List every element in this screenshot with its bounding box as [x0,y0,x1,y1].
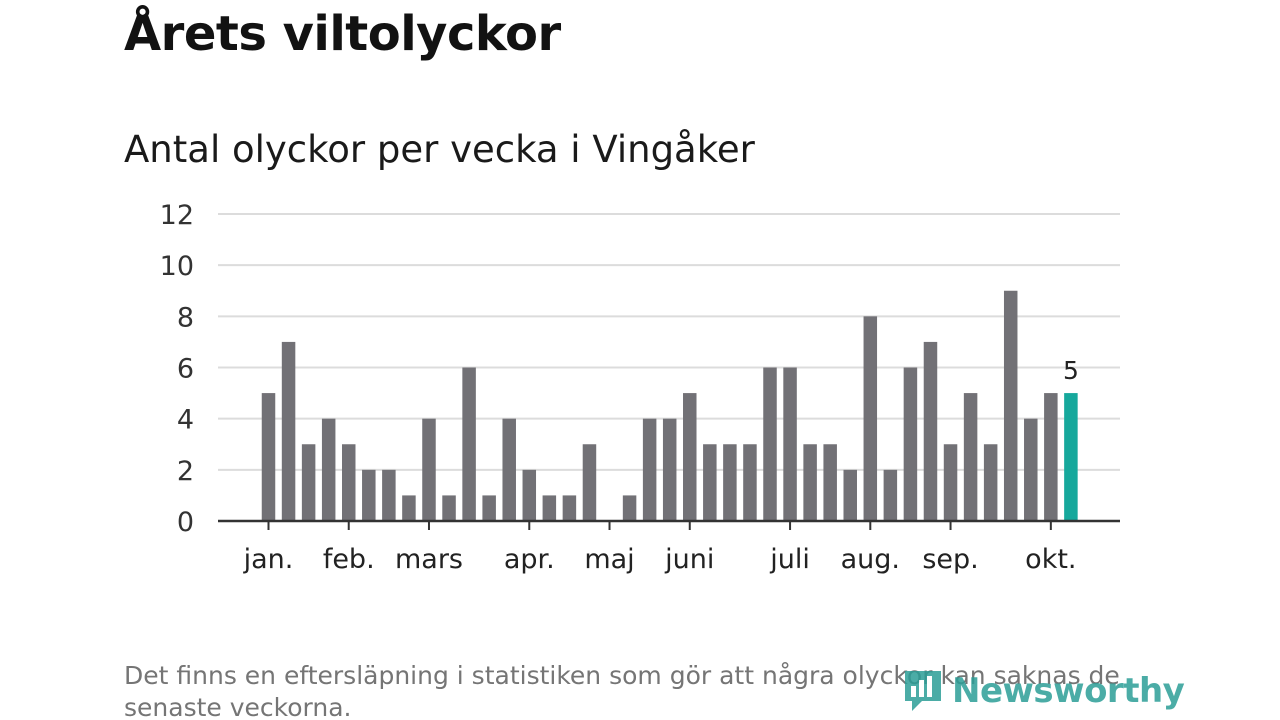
x-tick-label: sep. [922,544,978,575]
bar [1044,393,1058,521]
bar [462,367,476,521]
newsworthy-logo-icon [905,671,941,711]
x-tick-label: juli [769,544,810,575]
x-tick-label: feb. [323,544,375,575]
bar [983,444,998,521]
bar [703,444,717,521]
bar [843,469,857,521]
bar [542,495,557,521]
bar [341,444,356,521]
x-tick-label: apr. [504,544,555,575]
bar [683,393,697,521]
y-tick-label: 6 [177,354,194,385]
bar [402,495,416,521]
y-tick-label: 12 [160,200,194,231]
bar [863,316,878,521]
bar [803,444,817,521]
bar-chart: 0 2 4 6 8 10 12 5 jan. feb. mars apr. maj juni juli aug… [160,200,1120,575]
newsworthy-logo: Newsworthy [902,668,1185,714]
y-tick-label: 8 [177,302,194,333]
y-tick-label: 10 [160,251,194,282]
bar [562,495,577,521]
y-tick-label: 0 [177,507,194,538]
bar-highlight [1064,393,1078,521]
bar [301,444,316,521]
bar [883,469,898,521]
bar [943,444,958,521]
bar [1003,290,1018,521]
bar [903,367,918,521]
bar [923,341,938,521]
bar [723,444,737,521]
bar [642,418,657,521]
bar [823,444,837,521]
newsworthy-logo-text: Newsworthy [952,671,1185,711]
x-tick-label: maj [584,544,634,575]
bar [362,469,376,521]
y-tick-label: 4 [177,405,194,436]
bar [321,418,336,521]
highlight-value-label: 5 [1063,356,1079,385]
x-tick-label: jan. [243,544,294,575]
footnote: Det finns en eftersläpning i statistiken… [124,661,1120,720]
bar [662,418,677,521]
bar [442,495,456,521]
bar [382,469,396,521]
bar [582,444,597,521]
y-tick-label: 2 [177,456,194,487]
bar [783,367,797,521]
x-tick-label: okt. [1025,544,1076,575]
chart-subtitle: Antal olyckor per vecka i Vingåker [124,128,755,171]
bar [963,393,978,521]
bar [622,495,637,521]
bar [422,418,436,521]
x-tick-label: juni [664,544,714,575]
bar [281,341,296,521]
bar [482,495,496,521]
bar [502,418,516,521]
chart-title: Årets viltolyckor [124,6,561,62]
x-tick-label: mars [395,544,463,575]
x-tick-label: aug. [841,544,900,575]
bar [1024,418,1038,521]
bar [261,393,276,521]
bar [522,469,537,521]
bar [763,367,777,521]
bar [743,444,757,521]
